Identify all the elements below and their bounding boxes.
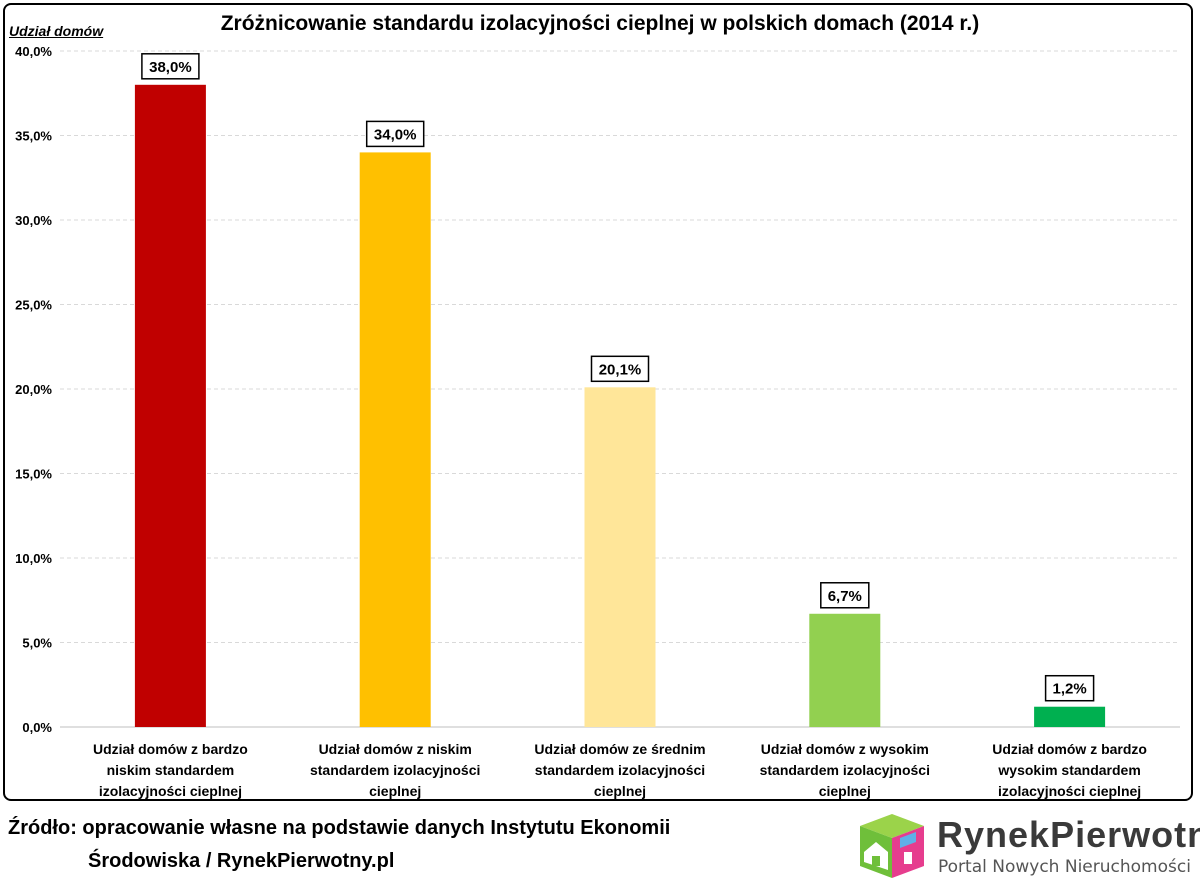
y-axis-label: Udział domów xyxy=(9,23,104,39)
x-tick-label: izolacyjności cieplnej xyxy=(998,783,1141,799)
data-label-box xyxy=(590,355,650,383)
data-label-box xyxy=(820,582,870,609)
source-line-2: Środowiska / RynekPierwotny.pl xyxy=(88,850,395,872)
logo: RynekPierwotny Portal Nowych Nieruchomoś… xyxy=(852,812,1200,882)
data-label: 6,7% xyxy=(828,588,862,605)
x-tick-label: standardem izolacyjności xyxy=(310,762,480,778)
x-tick-label: Udział domów ze średnim xyxy=(534,741,705,757)
x-tick-label: cieplnej xyxy=(819,783,871,799)
y-tick-label: 10,0% xyxy=(15,551,52,566)
y-tick-label: 5,0% xyxy=(22,636,52,651)
bar xyxy=(359,152,431,727)
data-label: 34,0% xyxy=(374,126,417,143)
y-tick-label: 35,0% xyxy=(15,129,52,144)
y-tick-label: 20,0% xyxy=(15,382,52,397)
x-tick-label: Udział domów z bardzo xyxy=(992,741,1147,757)
x-tick-label: izolacyjności cieplnej xyxy=(99,783,242,799)
bar xyxy=(584,387,656,727)
data-label: 38,0% xyxy=(149,59,192,76)
source-note: Źródło: opracowanie własne na podstawie … xyxy=(8,812,670,878)
x-tick-label: cieplnej xyxy=(369,783,421,799)
y-tick-label: 0,0% xyxy=(22,720,52,735)
y-tick-label: 40,0% xyxy=(15,44,52,59)
x-tick-label: niskim standardem xyxy=(107,762,235,778)
bar xyxy=(134,84,206,728)
data-label-box xyxy=(1044,674,1095,702)
house-cube-icon xyxy=(860,814,924,878)
x-tick-label: Udział domów z bardzo xyxy=(93,741,248,757)
y-tick-label: 25,0% xyxy=(15,298,52,313)
logo-tagline: Portal Nowych Nieruchomości xyxy=(938,857,1191,877)
x-tick-label: Udział domów z niskim xyxy=(319,741,472,757)
y-tick-label: 15,0% xyxy=(15,467,52,482)
data-label-box xyxy=(141,53,200,80)
x-tick-label: standardem izolacyjności xyxy=(760,762,930,778)
data-label: 20,1% xyxy=(599,361,642,378)
x-tick-label: Udział domów z wysokim xyxy=(761,741,929,757)
data-label-box xyxy=(365,120,425,148)
y-tick-label: 30,0% xyxy=(15,213,52,228)
bar xyxy=(1034,706,1106,727)
chart-title: Zróżnicowanie standardu izolacyjności ci… xyxy=(220,12,980,35)
source-line-1: Źródło: opracowanie własne na podstawie … xyxy=(8,817,671,839)
x-tick-label: wysokim standardem xyxy=(997,762,1140,778)
logo-name: RynekPierwotny xyxy=(937,814,1200,855)
x-tick-label: cieplnej xyxy=(594,783,646,799)
x-tick-label: standardem izolacyjności xyxy=(535,762,705,778)
data-label: 1,2% xyxy=(1052,681,1086,698)
bar xyxy=(809,613,881,727)
